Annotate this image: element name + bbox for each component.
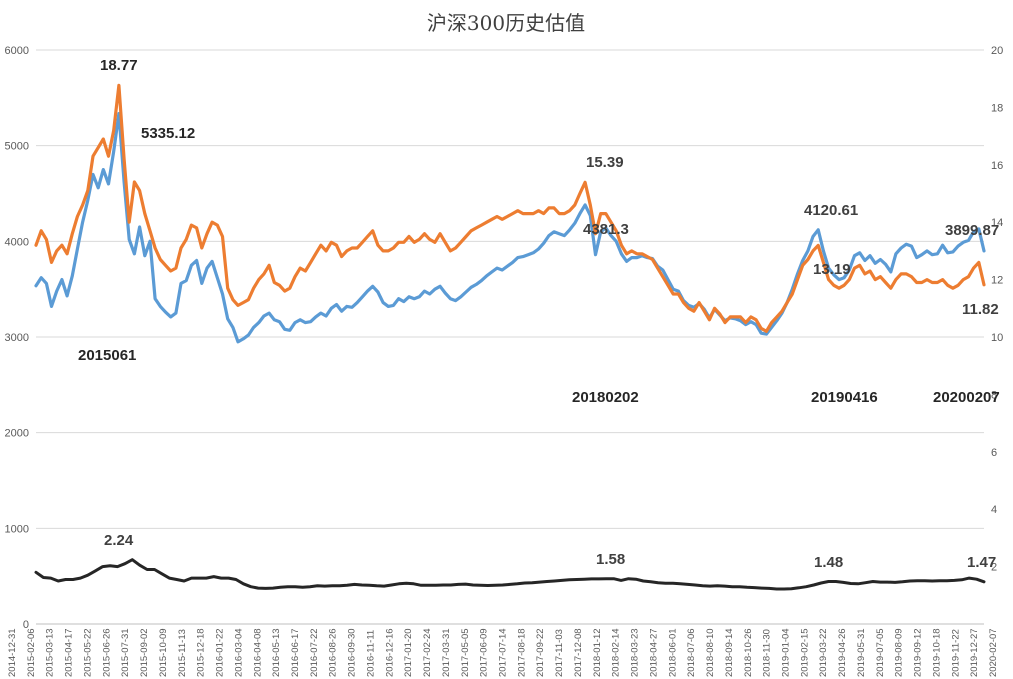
annotations: 18.77 5335.12 2015061 15.39 4381.3 20180… xyxy=(78,57,1000,571)
x-tick-label: 2018-06-01 xyxy=(667,628,678,677)
y-right-tick-label: 16 xyxy=(991,160,1003,172)
annotation-pb-peak-2015: 2.24 xyxy=(104,532,134,549)
x-tick-label: 2018-10-26 xyxy=(743,628,754,677)
x-tick-label: 2015-06-26 xyxy=(101,628,112,677)
x-tick-label: 2016-11-11 xyxy=(365,630,376,677)
x-tick-label: 2018-09-14 xyxy=(724,628,735,677)
y-right-tick-label: 18 xyxy=(991,102,1003,114)
x-tick-label: 2015-02-06 xyxy=(26,628,37,677)
x-tick-label: 2018-11-30 xyxy=(762,629,773,677)
x-tick-label: 2016-12-16 xyxy=(384,628,395,677)
x-tick-label: 2019-02-15 xyxy=(799,628,810,677)
x-tick-label: 2017-01-20 xyxy=(403,628,414,677)
x-tick-label: 2017-11-03 xyxy=(554,629,565,677)
y-axis-left: 0 1000 2000 3000 4000 5000 6000 xyxy=(5,45,29,631)
x-tick-label: 2017-06-09 xyxy=(479,628,490,677)
annotation-index-peak-2015: 5335.12 xyxy=(141,125,195,142)
annotation-date-2015: 2015061 xyxy=(78,347,136,364)
x-tick-label: 2017-09-22 xyxy=(535,628,546,677)
y-right-tick-label: 12 xyxy=(991,275,1003,287)
x-tick-label: 2020-02-07 xyxy=(988,628,999,677)
annotation-index-peak-2019: 4120.61 xyxy=(804,202,858,219)
x-tick-label: 2019-01-04 xyxy=(780,628,791,677)
x-tick-label: 2019-08-09 xyxy=(894,628,905,677)
x-tick-label: 2018-03-23 xyxy=(630,628,641,677)
y-left-tick-label: 0 xyxy=(23,619,29,631)
x-tick-label: 2017-08-18 xyxy=(516,628,527,677)
annotation-pe-peak-2015: 18.77 xyxy=(100,57,138,74)
y-right-tick-label: 8 xyxy=(991,389,997,401)
y-left-tick-label: 2000 xyxy=(5,428,29,440)
x-tick-label: 2017-07-14 xyxy=(498,628,509,677)
x-tick-label: 2019-10-18 xyxy=(931,628,942,677)
x-tick-label: 2019-12-27 xyxy=(969,628,980,677)
y-axis-right: 2 4 6 8 10 12 14 16 18 20 xyxy=(991,45,1003,574)
y-left-tick-label: 1000 xyxy=(5,523,29,535)
x-tick-label: 2017-02-24 xyxy=(422,628,433,677)
x-tick-label: 2015-11-13 xyxy=(177,629,188,677)
x-tick-label: 2015-03-13 xyxy=(45,628,56,677)
y-left-tick-label: 6000 xyxy=(5,45,29,57)
x-tick-label: 2018-04-27 xyxy=(648,628,659,677)
series-lines xyxy=(34,83,986,591)
y-left-tick-label: 4000 xyxy=(5,236,29,248)
x-tick-label: 2015-05-22 xyxy=(82,628,93,677)
x-tick-label: 2016-08-26 xyxy=(328,628,339,677)
x-tick-label: 2015-04-17 xyxy=(64,628,75,677)
annotation-date-2020: 20200207 xyxy=(933,389,1000,406)
x-tick-label: 2014-12-31 xyxy=(7,628,18,677)
annotation-pb-latest: 1.47 xyxy=(967,554,996,571)
annotation-pe-peak-2019: 13.19 xyxy=(813,261,851,278)
x-tick-label: 2015-07-31 xyxy=(120,628,131,677)
y-left-tick-label: 5000 xyxy=(5,141,29,153)
chart-title: 沪深300历史估值 xyxy=(427,11,585,35)
annotation-pb-2018: 1.58 xyxy=(596,551,625,568)
x-tick-label: 2015-09-02 xyxy=(139,628,150,677)
annotation-pe-peak-2018: 15.39 xyxy=(586,154,624,171)
x-tick-label: 2019-11-22 xyxy=(950,629,961,677)
x-tick-label: 2015-10-09 xyxy=(158,628,169,677)
x-tick-label: 2019-04-26 xyxy=(837,628,848,677)
x-tick-label: 2016-07-22 xyxy=(309,628,320,677)
x-tick-label: 2019-09-12 xyxy=(913,628,924,677)
annotation-date-2018: 20180202 xyxy=(572,389,639,406)
y-right-tick-label: 14 xyxy=(991,217,1003,229)
annotation-pe-latest: 11.82 xyxy=(962,301,999,318)
annotation-index-peak-2018: 4381.3 xyxy=(583,221,629,238)
gridlines xyxy=(36,49,984,625)
x-tick-label: 2016-05-13 xyxy=(271,628,282,677)
x-tick-label: 2017-03-31 xyxy=(441,628,452,677)
x-tick-label: 2017-05-05 xyxy=(460,628,471,677)
y-right-tick-label: 2 xyxy=(991,562,997,574)
x-tick-label: 2016-09-30 xyxy=(347,628,358,677)
y-right-tick-label: 6 xyxy=(991,447,997,459)
x-tick-label: 2017-12-08 xyxy=(573,628,584,677)
y-right-tick-label: 20 xyxy=(991,45,1003,57)
x-tick-label: 2019-03-22 xyxy=(818,628,829,677)
annotation-index-latest: 3899.87 xyxy=(945,222,999,239)
x-tick-label: 2016-04-08 xyxy=(252,628,263,677)
x-axis: 2014-12-31 2015-02-06 2015-03-13 2015-04-17… xyxy=(7,623,999,677)
y-right-tick-label: 4 xyxy=(991,504,997,516)
x-tick-label: 2018-01-12 xyxy=(592,628,603,677)
series-line-2 xyxy=(34,558,986,591)
x-tick-label: 2018-07-06 xyxy=(686,628,697,677)
series-line-1 xyxy=(34,83,986,333)
x-tick-label: 2016-03-04 xyxy=(233,628,244,677)
annotation-pb-2019: 1.48 xyxy=(814,554,843,571)
series-line-0 xyxy=(34,111,986,344)
y-right-tick-label: 10 xyxy=(991,332,1003,344)
x-tick-label: 2016-01-22 xyxy=(215,628,226,677)
y-left-tick-label: 3000 xyxy=(5,332,29,344)
annotation-date-2019: 20190416 xyxy=(811,389,878,406)
x-tick-label: 2018-02-14 xyxy=(611,628,622,677)
x-tick-label: 2016-06-17 xyxy=(290,628,301,677)
x-tick-label: 2019-05-31 xyxy=(856,628,867,677)
x-tick-label: 2018-08-10 xyxy=(705,628,716,677)
x-tick-label: 2019-07-05 xyxy=(875,628,886,677)
x-tick-label: 2015-12-18 xyxy=(196,628,207,677)
